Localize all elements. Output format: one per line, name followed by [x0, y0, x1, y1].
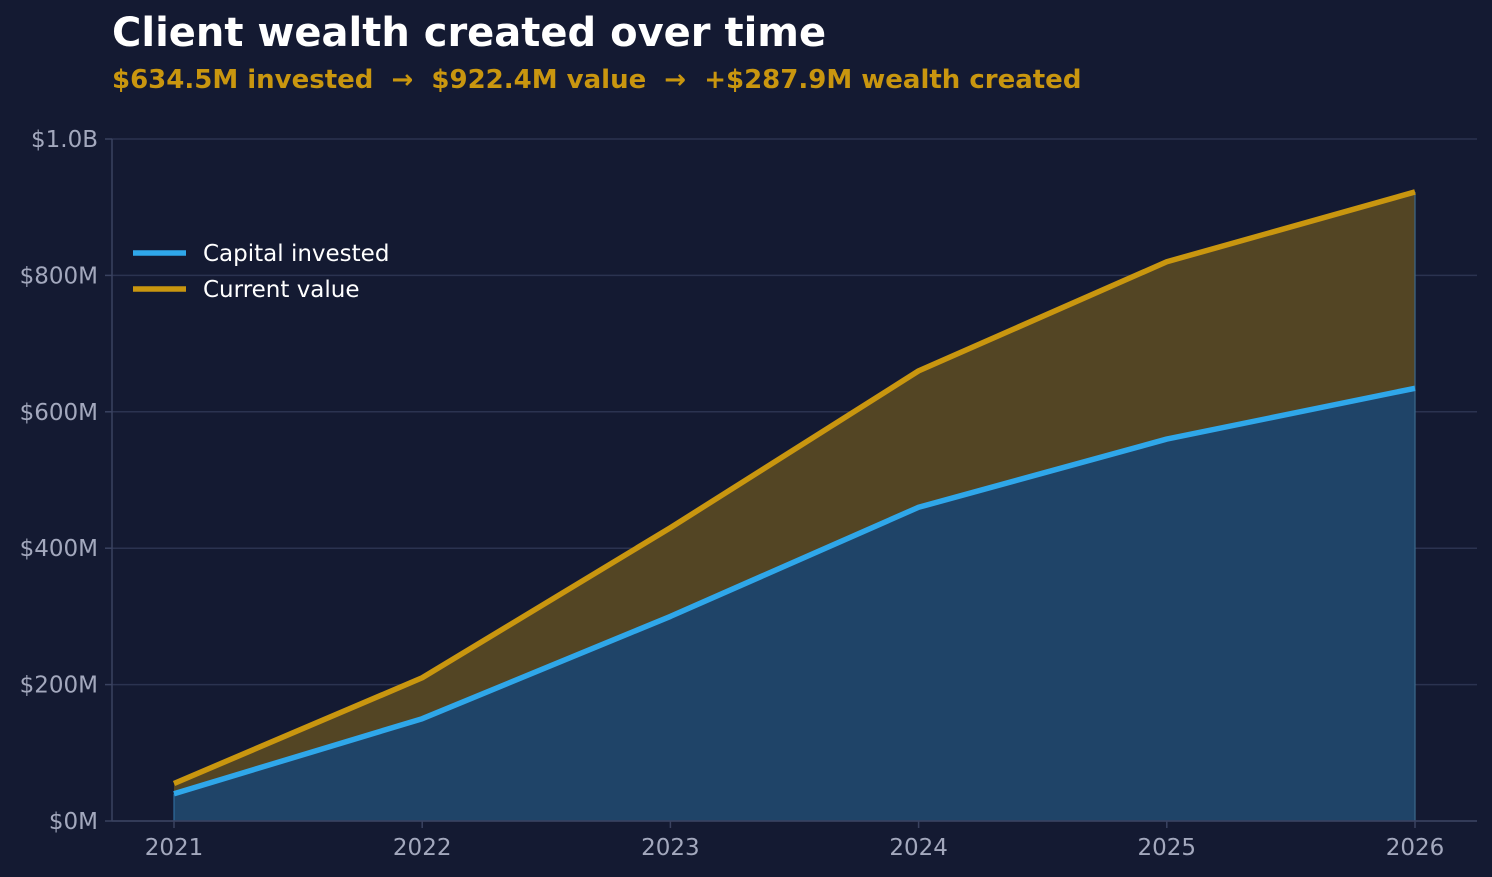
- x-tick-label: 2024: [889, 835, 948, 861]
- y-tick-label: $400M: [20, 536, 98, 562]
- legend-label: Capital invested: [203, 241, 389, 267]
- current-value-line: [172, 189, 1416, 787]
- x-tick-label: 2021: [145, 835, 204, 861]
- capital-invested-area: [174, 388, 1415, 821]
- plot-area: $0M $200M $400M $600M $800M $1.0B 2021 2022 2023…: [20, 127, 1477, 861]
- x-tick-label: 2022: [393, 835, 452, 861]
- capital-invested-line: [173, 385, 1416, 797]
- y-tick-label: $200M: [20, 673, 98, 699]
- legend: Capital invested Current value: [133, 241, 389, 303]
- chart-title: Client wealth created over time: [112, 10, 826, 56]
- x-tick-label: 2026: [1386, 835, 1445, 861]
- legend-label: Current value: [203, 277, 360, 303]
- x-tick-label: 2023: [641, 835, 700, 861]
- x-tick-label: 2025: [1138, 835, 1197, 861]
- y-tick-label: $0M: [49, 809, 98, 835]
- chart-subtitle: $634.5M invested → $922.4M value → +$287…: [112, 65, 1081, 95]
- y-tick-label: $600M: [20, 400, 98, 426]
- y-tick-label: $1.0B: [31, 127, 98, 153]
- y-tick-label: $800M: [20, 263, 98, 289]
